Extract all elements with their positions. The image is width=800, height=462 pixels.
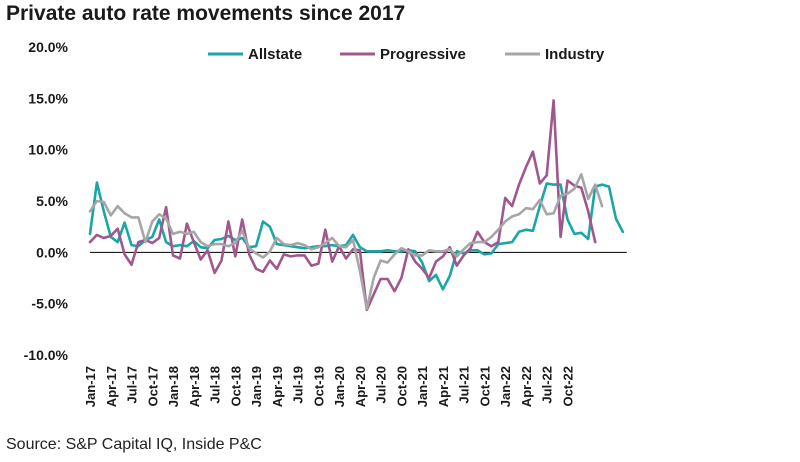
x-tick-label: Oct-21	[477, 366, 492, 406]
y-tick-label: 20.0%	[28, 39, 68, 55]
x-tick-label: Apr-20	[353, 366, 368, 407]
x-tick-label: Jan-17	[83, 366, 98, 407]
x-tick-label: Jul-21	[457, 366, 472, 404]
series-line-allstate	[88, 181, 625, 291]
x-tick-label: Jan-19	[249, 366, 264, 407]
y-tick-label: 5.0%	[36, 193, 68, 209]
x-tick-label: Apr-18	[187, 366, 202, 407]
x-tick-label: Oct-22	[560, 366, 575, 406]
y-tick-label: 0.0%	[36, 244, 68, 260]
y-tick-label: -5.0%	[31, 296, 68, 312]
x-axis: Jan-17 Apr-17 Jul-17 Oct-17 Jan-18 Apr-18 Jul-…	[83, 366, 575, 407]
x-tick-label: Jan-18	[166, 366, 181, 407]
x-tick-label: Oct-18	[228, 366, 243, 406]
x-tick-label: Jul-22	[540, 366, 555, 404]
x-tick-label: Jul-20	[374, 366, 389, 404]
series-line-industry	[88, 173, 604, 311]
y-axis: -10.0% -5.0% 0.0% 5.0% 10.0% 15.0% 20.0%	[24, 39, 69, 363]
x-tick-label: Apr-21	[436, 366, 451, 407]
x-tick-label: Jul-17	[125, 366, 140, 404]
y-tick-label: 10.0%	[28, 142, 68, 158]
x-tick-label: Jul-18	[208, 366, 223, 404]
series-line-progressive	[88, 99, 597, 312]
x-tick-label: Jul-19	[291, 366, 306, 404]
legend-label-progressive: Progressive	[380, 46, 466, 63]
x-tick-label: Jan-21	[415, 366, 430, 407]
x-tick-label: Jan-20	[332, 366, 347, 407]
legend: Allstate Progressive Industry	[208, 46, 605, 63]
x-tick-label: Oct-17	[145, 366, 160, 406]
chart-title: Private auto rate movements since 2017	[6, 2, 406, 25]
y-tick-label: 15.0%	[28, 90, 68, 106]
x-tick-label: Apr-17	[104, 366, 119, 407]
legend-label-allstate: Allstate	[248, 46, 302, 63]
x-tick-label: Oct-19	[311, 366, 326, 406]
source-note: Source: S&P Capital IQ, Inside P&C	[6, 436, 262, 453]
x-tick-label: Oct-20	[394, 366, 409, 406]
x-tick-label: Jan-22	[498, 366, 513, 407]
y-tick-label: -10.0%	[24, 347, 69, 363]
legend-label-industry: Industry	[545, 46, 605, 63]
x-tick-label: Apr-22	[519, 366, 534, 407]
series-group	[88, 99, 625, 312]
x-tick-label: Apr-19	[270, 366, 285, 407]
